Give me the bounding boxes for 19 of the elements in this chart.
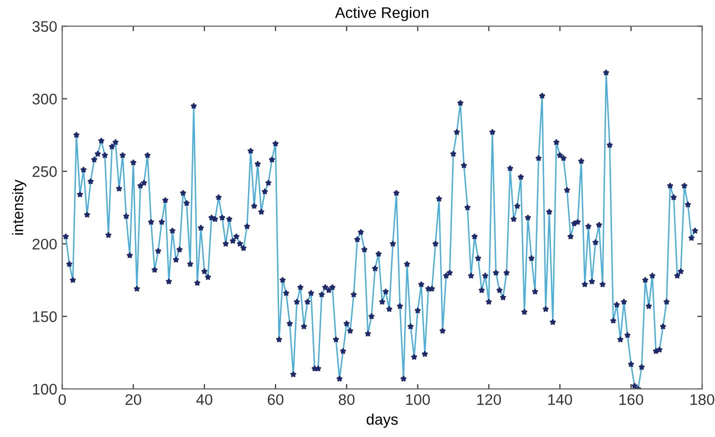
y-tick-label: 150 (33, 311, 57, 322)
chart-title: Active Region (335, 6, 428, 22)
x-tick-label: 180 (690, 394, 714, 406)
x-tick-label: 20 (126, 394, 142, 406)
x-tick-label: 60 (268, 394, 284, 406)
x-axis-title: days (366, 414, 398, 428)
x-tick-label: 40 (196, 394, 212, 406)
y-tick-label: 100 (33, 384, 57, 395)
x-tick-label: 140 (548, 394, 572, 406)
y-tick-label: 350 (32, 21, 57, 32)
x-tick-label: 80 (338, 394, 355, 406)
y-tick-label: 300 (32, 94, 57, 104)
x-tick-label: 0 (58, 394, 66, 406)
x-tick-label: 100 (406, 394, 430, 406)
x-tick-label: 160 (619, 394, 644, 406)
y-tick-label: 250 (32, 166, 57, 177)
y-axis-title: intensity (12, 180, 26, 235)
x-tick-label: 120 (477, 394, 501, 406)
y-tick-label: 200 (32, 238, 57, 250)
